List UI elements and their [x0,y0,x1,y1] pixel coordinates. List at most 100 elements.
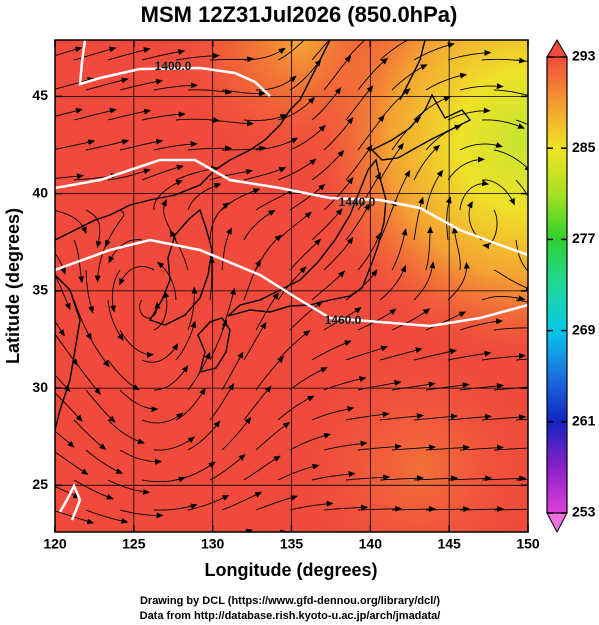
streamline [153,290,170,331]
streamline [141,412,184,424]
streamline [119,266,155,286]
streamline [493,149,528,173]
streamline [289,124,326,151]
y-axis-label: Latitude (degrees) [3,208,23,364]
streamline [141,343,179,363]
streamline [52,17,93,30]
x-tick-label: 125 [122,536,146,552]
streamline [107,299,124,341]
streamline [345,144,373,181]
streamline [55,77,95,90]
streamline [447,261,470,301]
streamline [425,72,468,91]
streamline [153,179,184,211]
colorbar-tick-label: 277 [572,230,596,246]
streamline [209,56,255,63]
streamline [141,164,184,181]
colorbar-tick-label: 285 [572,139,596,155]
streamline [55,430,75,448]
streamline [209,382,235,421]
streamline [108,239,143,264]
x-tick-label: 135 [280,536,304,552]
streamline [413,144,441,181]
streamline [175,52,220,61]
streamline [221,491,263,511]
streamline [345,411,390,421]
colorbar-tick-label: 269 [572,321,596,337]
streamline [459,180,490,211]
contour-line [55,238,528,328]
streamline [243,385,272,421]
streamline [74,540,117,548]
streamline [447,156,485,181]
streamline [425,311,467,331]
streamline [357,114,385,151]
streamline [55,451,89,475]
streamline [311,208,343,241]
streamline [243,321,267,361]
streamline [107,359,140,391]
streamline [413,475,459,482]
contour-label: 1400.0 [155,59,192,73]
streamline [425,169,444,211]
x-tick-label: 150 [516,536,540,552]
streamline [425,382,470,391]
streamline [379,198,397,241]
streamline [289,59,322,91]
streamline [515,299,528,303]
streamline [379,475,425,482]
streamline [391,308,431,331]
streamline [413,196,424,241]
streamline [345,40,366,61]
streamline [85,209,102,249]
streamline [107,419,145,445]
streamline [277,158,317,181]
streamline [459,83,504,91]
streamline [379,40,417,61]
streamline [187,88,233,95]
streamline [187,145,233,152]
contour-label: 1460.0 [325,313,362,327]
streamline [425,506,471,513]
streamline [493,327,528,331]
streamline [481,295,526,302]
colorbar-extend [546,39,568,58]
streamline [311,87,342,121]
contour-label: 1440.0 [339,195,376,209]
streamline [73,46,117,61]
streamline [289,432,332,451]
streamline [289,500,334,511]
streamline [515,239,528,272]
streamline [357,57,389,91]
streamline [447,350,492,361]
streamline [119,389,159,413]
contour-line [78,40,271,97]
y-tick-label: 45 [32,87,48,103]
streamline [243,209,276,241]
streamline [255,495,298,511]
streamline [357,172,381,211]
contour-line [58,483,82,521]
streamline [515,479,528,481]
streamline [243,259,261,301]
streamline [243,455,281,481]
streamline [311,270,346,301]
streamline [119,78,164,91]
streamline [391,444,437,451]
streamline [459,142,503,151]
streamline [243,47,286,61]
streamline [311,471,356,481]
streamline [289,300,323,331]
streamline [527,210,528,212]
footer-line: Drawing by DCL (https://www.gfd-dennou.o… [140,595,440,607]
streamline [209,202,230,241]
streamline [85,139,130,151]
streamline [515,179,528,198]
streamline [311,40,330,61]
x-tick-label: 120 [43,536,67,552]
x-axis-label: Longitude (degrees) [204,560,377,580]
streamline [187,494,230,511]
streamline [55,46,83,57]
streamline [481,352,526,361]
x-tick-label: 140 [359,536,383,552]
